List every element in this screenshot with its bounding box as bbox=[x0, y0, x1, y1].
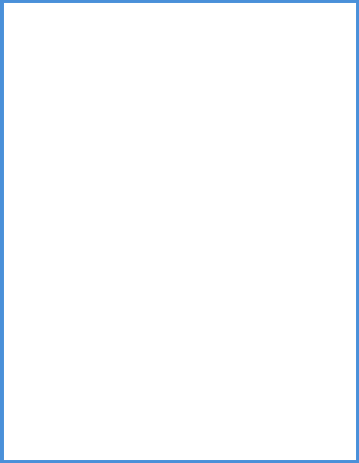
Bar bbox=[22, 222, 134, 266]
Bar bbox=[188, 74, 325, 113]
Text: 7.: 7. bbox=[1, 284, 11, 294]
Text: 13 ft: 13 ft bbox=[155, 89, 177, 99]
Bar bbox=[22, 296, 151, 345]
Text: 39 in: 39 in bbox=[244, 269, 269, 280]
Text: 2.: 2. bbox=[168, 62, 178, 72]
Text: 24 yd: 24 yd bbox=[61, 191, 88, 201]
Text: 36 yd: 36 yd bbox=[243, 117, 270, 127]
Bar bbox=[188, 153, 263, 201]
Text: 4.: 4. bbox=[168, 140, 178, 150]
Bar bbox=[22, 153, 127, 188]
Text: 14 ft: 14 ft bbox=[267, 172, 290, 182]
Text: Rectangles - area and perimeter: Rectangles - area and perimeter bbox=[22, 31, 300, 46]
Text: 6 yd: 6 yd bbox=[315, 318, 336, 328]
Bar bbox=[188, 227, 325, 266]
Text: 1.: 1. bbox=[1, 62, 11, 72]
Text: 14 in: 14 in bbox=[328, 242, 353, 251]
Text: 14 yd: 14 yd bbox=[138, 239, 165, 249]
Text: 21 yd: 21 yd bbox=[64, 269, 91, 280]
Text: 10 yd: 10 yd bbox=[131, 165, 158, 175]
Text: Find the perimeter and area of each rectangle.: Find the perimeter and area of each rect… bbox=[22, 61, 265, 71]
Text: 54 ft: 54 ft bbox=[75, 117, 98, 127]
Text: 25 yd: 25 yd bbox=[236, 339, 264, 349]
Bar bbox=[188, 310, 311, 336]
Text: 6.: 6. bbox=[168, 214, 178, 225]
Text: Online reading & math for K-5: Online reading & math for K-5 bbox=[18, 448, 153, 457]
Text: 12 yd: 12 yd bbox=[328, 89, 356, 99]
Text: 8.: 8. bbox=[168, 298, 178, 308]
Text: 12 ft: 12 ft bbox=[214, 205, 237, 215]
Bar bbox=[22, 74, 151, 113]
Text: 5.: 5. bbox=[1, 210, 11, 220]
Text: 22 yd: 22 yd bbox=[155, 316, 182, 325]
Text: 47 yd: 47 yd bbox=[73, 348, 100, 358]
Text: 3.: 3. bbox=[1, 140, 11, 150]
Text: K5: K5 bbox=[17, 15, 30, 25]
Text: Learning: Learning bbox=[23, 17, 85, 30]
Text: ©  www.k5learning.com: © www.k5learning.com bbox=[222, 448, 331, 457]
Text: Grade 5 Geometry Worksheet: Grade 5 Geometry Worksheet bbox=[22, 50, 177, 60]
